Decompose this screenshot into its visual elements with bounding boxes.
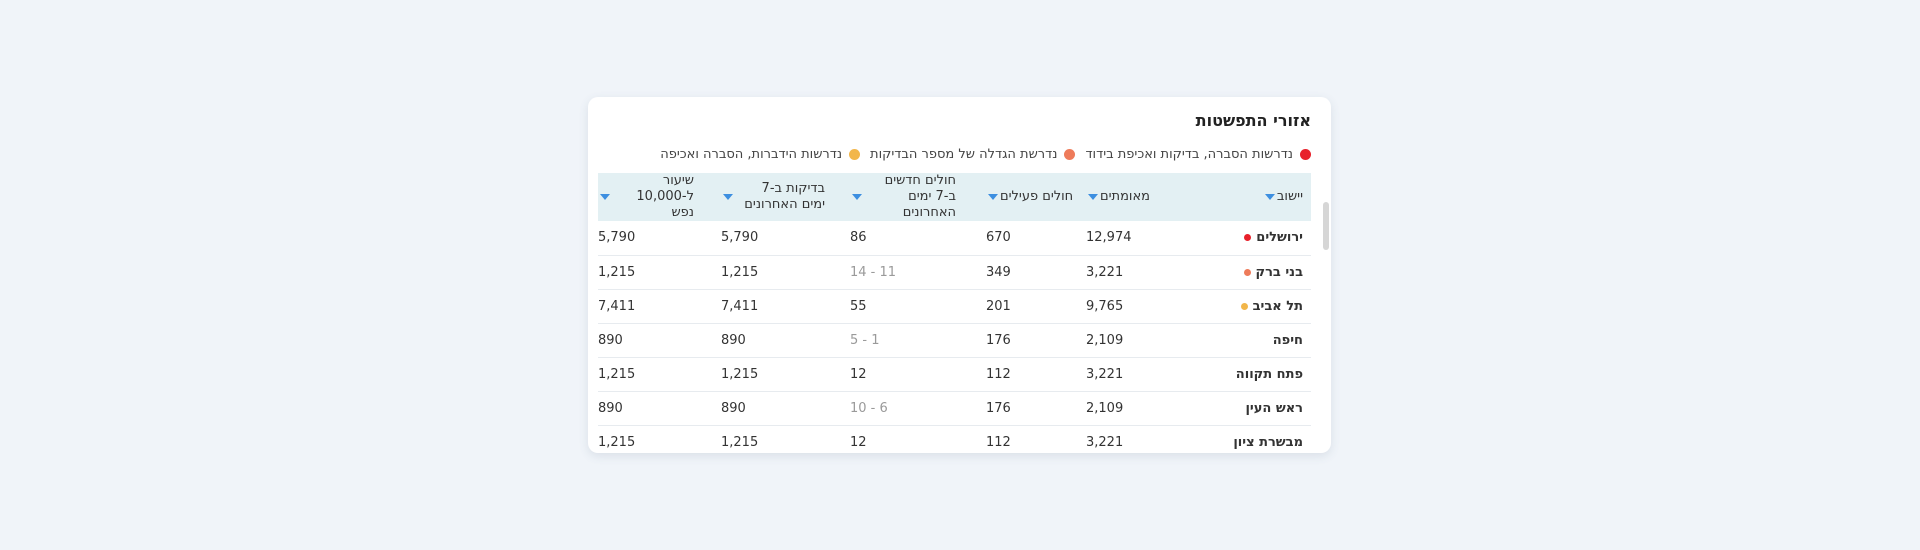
column-header-name[interactable]: יישוב [1198,173,1311,221]
legend-label: נדרשות הסברה, בדיקות ואכיפת בידוד [1085,147,1293,162]
active-cell: 176 [986,332,1011,348]
legend: נדרשות הסברה, בדיקות ואכיפת בידוד נדרשת … [650,147,1311,162]
status-dot-icon [1240,302,1248,310]
rate-cell: 1,215 [598,434,636,450]
confirmed-cell: 3,221 [1086,264,1124,280]
rate-cell: 7,411 [598,298,636,314]
tests7-cell: 890 [721,400,746,416]
row-name: תל אביב [1252,298,1303,314]
sort-down-icon[interactable] [852,194,862,200]
red-dot-icon [1300,149,1311,160]
tests7-cell: 7,411 [721,298,759,314]
row-name-cell: חיפה [1198,323,1311,357]
rate-cell: 890 [598,332,623,348]
row-name: מבשרת ציון [1233,434,1303,450]
active-cell: 349 [986,264,1011,280]
orange-dot-icon [1064,149,1076,160]
confirmed-cell: 9,765 [1086,298,1124,314]
column-header-rate[interactable]: שיעור ל-10,000 נפש [598,173,721,221]
column-header-label: יישוב [1276,189,1303,204]
legend-label: נדרשות הידברות, הסברה ואכיפה [660,147,843,162]
column-header-new7[interactable]: חולים חדשים ב-7 ימים האחרונים [850,173,986,221]
new7-cell: 1 - 5 [850,332,880,348]
legend-item-orange: נדרשת הגדלה של מספר הבדיקות [870,147,1076,162]
row-name: ראש העין [1245,400,1303,416]
confirmed-cell: 2,109 [1086,400,1124,416]
spread-table: יישוב מאומתים חולים פעילים [598,173,1311,453]
rate-cell: 1,215 [598,366,636,382]
tests7-cell: 1,215 [721,366,759,382]
tests7-cell: 890 [721,332,746,348]
table-row: בני ברק 3,221 349 11 - 14 1,215 1,215 [598,255,1311,289]
new7-cell: 6 - 10 [850,400,888,416]
table-row: ירושלים 12,974 670 86 5,790 5,790 [598,221,1311,255]
confirmed-cell: 2,109 [1086,332,1124,348]
row-name-cell: ראש העין [1198,391,1311,425]
legend-label: נדרשת הגדלה של מספר הבדיקות [870,147,1058,162]
row-name-cell: ירושלים [1198,221,1311,255]
table-row: תל אביב 9,765 201 55 7,411 7,411 [598,289,1311,323]
rate-cell: 890 [598,400,623,416]
row-name-cell: בני ברק [1198,255,1311,289]
active-cell: 112 [986,366,1011,382]
yellow-dot-icon [849,149,861,160]
card-title: אזורי התפשטות [1195,111,1311,130]
row-name-cell: פתח תקווה [1198,357,1311,391]
row-name-cell: מבשרת ציון [1198,425,1311,453]
table-header-row: יישוב מאומתים חולים פעילים [598,173,1311,221]
column-header-tests7[interactable]: בדיקות ב-7 ימים האחרונים [721,173,850,221]
active-cell: 176 [986,400,1011,416]
rate-cell: 5,790 [598,230,636,246]
row-name: בני ברק [1255,264,1304,280]
active-cell: 112 [986,434,1011,450]
sort-down-icon[interactable] [723,194,733,200]
new7-cell: 12 [850,366,867,382]
row-name: חיפה [1272,332,1303,348]
row-name: ירושלים [1256,230,1303,246]
confirmed-cell: 3,221 [1086,434,1124,450]
table-row: ראש העין 2,109 176 6 - 10 890 890 [598,391,1311,425]
new7-cell: 12 [850,434,867,450]
tests7-cell: 5,790 [721,230,759,246]
row-name-cell: תל אביב [1198,289,1311,323]
column-header-label: שיעור ל-10,000 נפש [636,173,694,220]
column-header-label: חולים חדשים ב-7 ימים האחרונים [884,173,956,220]
new7-cell: 55 [850,298,867,314]
column-header-active[interactable]: חולים פעילים [986,173,1086,221]
confirmed-cell: 12,974 [1086,230,1132,246]
spread-areas-card: אזורי התפשטות נדרשות הסברה, בדיקות ואכיפ… [588,97,1331,453]
new7-cell: 11 - 14 [850,264,897,280]
sort-down-icon[interactable] [1088,194,1098,200]
table-row: פתח תקווה 3,221 112 12 1,215 1,215 [598,357,1311,391]
vertical-scrollbar[interactable] [1323,202,1329,250]
active-cell: 201 [986,298,1011,314]
new7-cell: 86 [850,230,867,246]
column-header-label: מאומתים [1100,189,1150,204]
row-name: פתח תקווה [1235,366,1303,382]
table-row: מבשרת ציון 3,221 112 12 1,215 1,215 [598,425,1311,453]
column-header-confirmed[interactable]: מאומתים [1086,173,1198,221]
legend-item-yellow: נדרשות הידברות, הסברה ואכיפה [660,147,861,162]
rate-cell: 1,215 [598,264,636,280]
confirmed-cell: 3,221 [1086,366,1124,382]
legend-item-red: נדרשות הסברה, בדיקות ואכיפת בידוד [1085,147,1311,162]
active-cell: 670 [986,230,1011,246]
status-dot-icon [1243,268,1251,276]
table-row: חיפה 2,109 176 1 - 5 890 890 [598,323,1311,357]
sort-down-icon[interactable] [988,194,998,200]
column-header-label: בדיקות ב-7 ימים האחרונים [744,181,825,212]
table-scroll-area[interactable]: יישוב מאומתים חולים פעילים [598,173,1321,453]
sort-down-icon[interactable] [1264,194,1275,200]
sort-down-icon[interactable] [600,194,610,200]
tests7-cell: 1,215 [721,434,759,450]
tests7-cell: 1,215 [721,264,759,280]
status-dot-icon [1244,234,1252,242]
column-header-label: חולים פעילים [1000,189,1074,204]
